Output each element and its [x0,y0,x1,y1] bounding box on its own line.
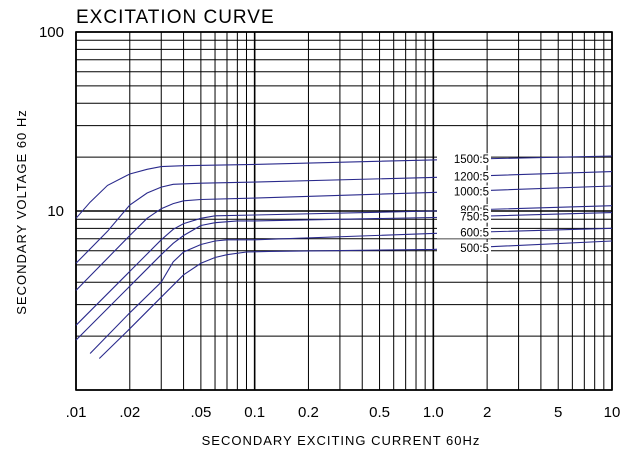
x-tick-label: .02 [119,404,140,421]
y-tick-label: 100 [39,24,64,41]
series-label: 1200:5 [454,171,489,183]
series-label-bg [437,153,491,166]
series-line [75,171,613,264]
series-label: 1000:5 [454,186,489,198]
plot-frame [75,31,613,391]
x-tick-label: 0.5 [369,404,390,421]
x-tick-label: 2 [483,404,491,421]
y-axis-label: SECONDARY VOLTAGE 60 Hz [14,109,29,315]
x-axis-label: SECONDARY EXCITING CURRENT 60Hz [202,433,481,448]
series-label-bg [437,170,491,183]
series-label: 600:5 [460,228,489,240]
series-line [89,227,613,354]
x-tick-labels: .01 .02 .05 0.1 0.2 0.5 1.0 2 5 10 [66,404,621,421]
series-label-bg [437,242,491,255]
x-tick-label: 5 [554,404,562,421]
x-tick-label: 10 [604,404,621,421]
x-tick-label: .01 [66,404,87,421]
chart-series [75,155,613,359]
series-label: 750:5 [460,212,489,224]
x-tick-label: .05 [190,404,211,421]
series-line [75,205,613,326]
series-line [75,155,613,219]
series-label: 1500:5 [454,154,489,166]
series-label-bg [437,210,491,223]
x-tick-label: 0.2 [298,404,319,421]
series-line [75,185,613,291]
y-tick-label: 10 [47,203,64,220]
chart-title: EXCITATION CURVE [76,7,275,28]
series-label-bg [437,226,491,239]
series-label: 500:5 [460,243,489,255]
x-tick-label: 1.0 [423,404,444,421]
x-tick-label: 0.1 [244,404,265,421]
series-line [75,212,613,341]
y-tick-labels: 10 100 [39,24,64,220]
series-line [98,240,613,359]
chart-grid [75,31,613,391]
series-label-bg [437,185,491,198]
